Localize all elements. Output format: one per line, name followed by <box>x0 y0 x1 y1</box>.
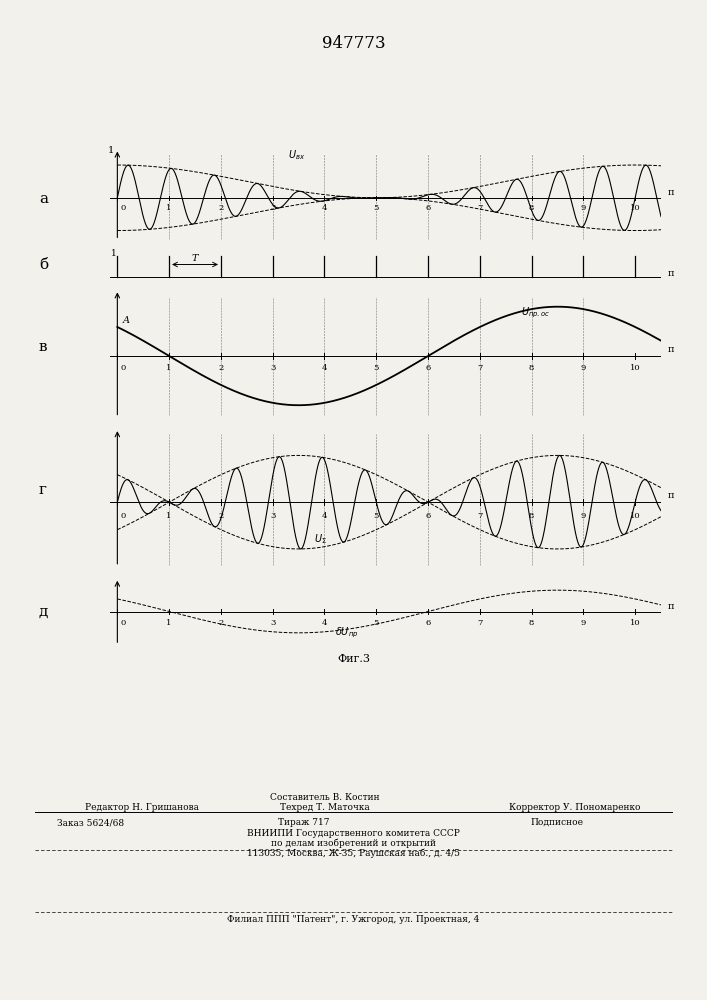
Text: 3: 3 <box>270 619 276 627</box>
Text: 1: 1 <box>166 512 172 520</box>
Text: 5: 5 <box>373 619 379 627</box>
Text: Редактор Н. Гришанова: Редактор Н. Гришанова <box>85 803 199 812</box>
Text: 7: 7 <box>477 204 482 212</box>
Text: Филиал ППП "Патент", г. Ужгород, ул. Проектная, 4: Филиал ППП "Патент", г. Ужгород, ул. Про… <box>228 915 479 924</box>
Text: 2: 2 <box>218 619 223 627</box>
Text: 2: 2 <box>218 364 223 372</box>
Text: 9: 9 <box>580 619 586 627</box>
Text: Корректор У. Пономаренко: Корректор У. Пономаренко <box>509 803 641 812</box>
Text: Составитель В. Костин: Составитель В. Костин <box>270 793 380 802</box>
Text: 2: 2 <box>218 204 223 212</box>
Text: $U_{пр.ос}$: $U_{пр.ос}$ <box>521 306 551 320</box>
Text: п: п <box>667 491 674 500</box>
Text: 3: 3 <box>270 364 276 372</box>
Text: 3: 3 <box>270 204 276 212</box>
Text: а: а <box>39 192 48 206</box>
Text: 2: 2 <box>218 512 223 520</box>
Text: 4: 4 <box>322 204 327 212</box>
Text: 6: 6 <box>426 364 431 372</box>
Text: 8: 8 <box>529 512 534 520</box>
Text: п: п <box>667 188 674 197</box>
Text: Подписное: Подписное <box>530 818 583 827</box>
Text: 4: 4 <box>322 512 327 520</box>
Text: 0: 0 <box>121 204 126 212</box>
Text: 8: 8 <box>529 364 534 372</box>
Text: Техред Т. Маточка: Техред Т. Маточка <box>281 803 370 812</box>
Text: 1: 1 <box>166 364 172 372</box>
Text: 9: 9 <box>580 512 586 520</box>
Text: $\delta U_{пр}$: $\delta U_{пр}$ <box>335 625 358 640</box>
Text: 1: 1 <box>111 249 117 258</box>
Text: 0: 0 <box>121 364 126 372</box>
Text: 1: 1 <box>166 204 172 212</box>
Text: б: б <box>39 258 48 272</box>
Text: 10: 10 <box>630 619 641 627</box>
Text: п: п <box>667 269 674 278</box>
Text: 9: 9 <box>580 364 586 372</box>
Text: T: T <box>192 254 198 263</box>
Text: д: д <box>39 604 48 618</box>
Text: $U_{Σ}$: $U_{Σ}$ <box>314 532 327 546</box>
Text: 10: 10 <box>630 204 641 212</box>
Text: 6: 6 <box>426 512 431 520</box>
Text: 7: 7 <box>477 512 482 520</box>
Text: 6: 6 <box>426 204 431 212</box>
Text: 8: 8 <box>529 619 534 627</box>
Text: $U_{вх}$: $U_{вх}$ <box>288 148 305 162</box>
Text: 10: 10 <box>630 364 641 372</box>
Text: в: в <box>39 340 47 354</box>
Text: 4: 4 <box>322 619 327 627</box>
Text: 947773: 947773 <box>322 35 385 52</box>
Text: 5: 5 <box>373 364 379 372</box>
Text: 5: 5 <box>373 204 379 212</box>
Text: 0: 0 <box>121 512 126 520</box>
Text: 4: 4 <box>322 364 327 372</box>
Text: 1: 1 <box>107 146 114 155</box>
Text: 7: 7 <box>477 619 482 627</box>
Text: 0: 0 <box>121 619 126 627</box>
Text: 10: 10 <box>630 512 641 520</box>
Text: 8: 8 <box>529 204 534 212</box>
Text: 7: 7 <box>477 364 482 372</box>
Text: г: г <box>39 483 47 497</box>
Text: п: п <box>667 345 674 354</box>
Text: Тираж 717: Тираж 717 <box>279 818 329 827</box>
Text: 1: 1 <box>166 619 172 627</box>
Text: Заказ 5624/68: Заказ 5624/68 <box>57 818 124 827</box>
Text: 9: 9 <box>580 204 586 212</box>
Text: 5: 5 <box>373 512 379 520</box>
Text: 113035, Москва, Ж-35, Раушская наб., д. 4/5: 113035, Москва, Ж-35, Раушская наб., д. … <box>247 848 460 858</box>
Text: 3: 3 <box>270 512 276 520</box>
Text: п: п <box>667 602 674 611</box>
Text: Фиг.3: Фиг.3 <box>337 654 370 664</box>
Text: 6: 6 <box>426 619 431 627</box>
Text: ВНИИПИ Государственного комитета СССР: ВНИИПИ Государственного комитета СССР <box>247 829 460 838</box>
Text: по делам изобретений и открытий: по делам изобретений и открытий <box>271 838 436 848</box>
Text: A: A <box>122 316 129 325</box>
